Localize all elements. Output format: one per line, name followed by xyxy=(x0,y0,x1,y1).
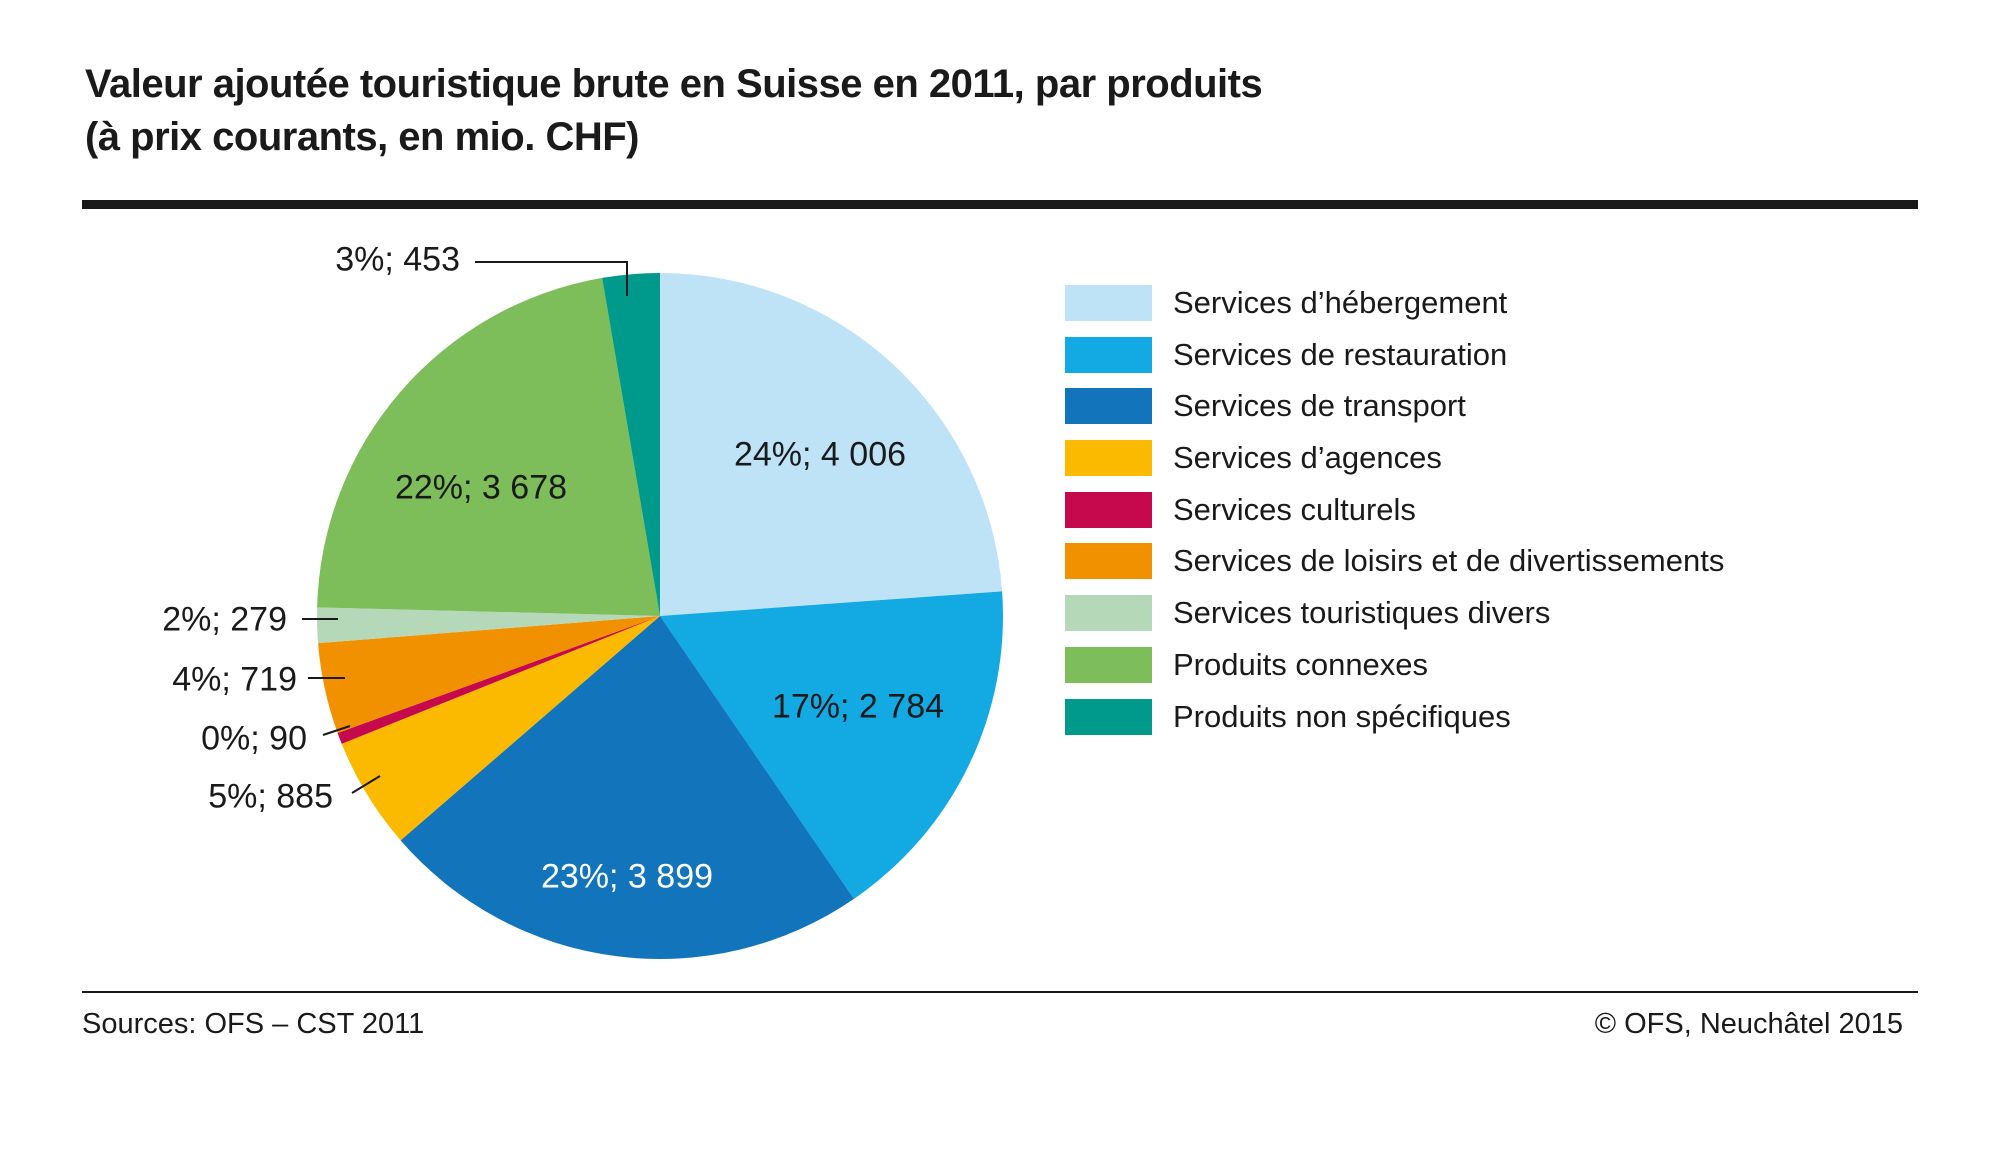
pie-label-connexes: 22%; 3 678 xyxy=(394,468,568,507)
pie-label-culturels: 0%; 90 xyxy=(201,719,307,758)
source-note: Sources: OFS – CST 2011 xyxy=(82,1008,425,1040)
pie-label-hebergement: 24%; 4 006 xyxy=(733,435,907,474)
pie-slice-4 xyxy=(337,616,660,744)
legend-swatch-non-specifiques xyxy=(1065,698,1152,735)
pie-label-restauration: 17%; 2 784 xyxy=(771,687,945,726)
legend-label: Produits non spécifiques xyxy=(1173,698,1511,734)
pie-slice-5 xyxy=(318,616,660,734)
legend-item-touristiques-divers: Services touristiques divers xyxy=(1065,595,1724,632)
legend-item-agences: Services d’agences xyxy=(1065,440,1724,477)
page-subtitle: (à prix courants, en mio. CHF) xyxy=(85,115,639,159)
pie-slice-2 xyxy=(400,616,854,960)
legend-label: Services touristiques divers xyxy=(1173,595,1551,631)
legend-item-culturels: Services culturels xyxy=(1065,491,1724,528)
legend-label: Services d’agences xyxy=(1173,440,1442,476)
legend-item-non-specifiques: Produits non spécifiques xyxy=(1065,698,1724,735)
legend-swatch-transport xyxy=(1065,388,1152,425)
pie-slice-3 xyxy=(341,616,660,841)
leader-line xyxy=(351,775,381,794)
legend-swatch-loisirs xyxy=(1065,543,1152,580)
legend-swatch-culturels xyxy=(1065,491,1152,528)
pie-label-loisirs: 4%; 719 xyxy=(172,660,297,699)
legend-swatch-hebergement xyxy=(1065,285,1152,321)
copyright-note: © OFS, Neuchâtel 2015 xyxy=(1594,1008,1903,1040)
pie-slice-1 xyxy=(660,591,1003,899)
leader-line xyxy=(322,725,351,736)
leader-line xyxy=(475,261,628,296)
pie-label-touristiques-divers: 2%; 279 xyxy=(162,600,287,639)
footer-rule xyxy=(82,991,1918,993)
legend-item-loisirs: Services de loisirs et de divertissement… xyxy=(1065,543,1725,580)
legend-swatch-touristiques-divers xyxy=(1065,595,1152,632)
legend-label: Services de loisirs et de divertissement… xyxy=(1173,543,1725,579)
title-block: Valeur ajoutée touristique brute en Suis… xyxy=(85,58,1263,164)
legend-item-connexes: Produits connexes xyxy=(1065,646,1724,683)
legend-item-restauration: Services de restauration xyxy=(1065,336,1724,373)
pie-slice-8 xyxy=(602,273,660,616)
page-title: Valeur ajoutée touristique brute en Suis… xyxy=(85,62,1263,106)
legend-item-transport: Services de transport xyxy=(1065,388,1724,425)
legend-label: Services culturels xyxy=(1173,491,1416,527)
legend-swatch-connexes xyxy=(1065,646,1152,683)
legend-item-hebergement: Services d’hébergement xyxy=(1065,285,1724,321)
legend-label: Services d’hébergement xyxy=(1173,285,1508,320)
title-rule xyxy=(82,200,1918,209)
legend-label: Produits connexes xyxy=(1173,646,1429,682)
pie-slice-0 xyxy=(660,273,1003,616)
legend-swatch-agences xyxy=(1065,440,1152,477)
pie-slice-7 xyxy=(317,277,660,616)
legend-label: Services de transport xyxy=(1173,388,1466,424)
pie-slice-6 xyxy=(317,607,660,644)
legend-label: Services de restauration xyxy=(1173,336,1508,372)
legend: Services d’hébergement Services de resta… xyxy=(1065,285,1724,735)
pie-label-transport: 23%; 3 899 xyxy=(540,857,714,896)
pie-label-agences: 5%; 885 xyxy=(208,777,333,816)
pie-label-non-specifiques: 3%; 453 xyxy=(335,240,460,279)
legend-swatch-restauration xyxy=(1065,336,1152,373)
